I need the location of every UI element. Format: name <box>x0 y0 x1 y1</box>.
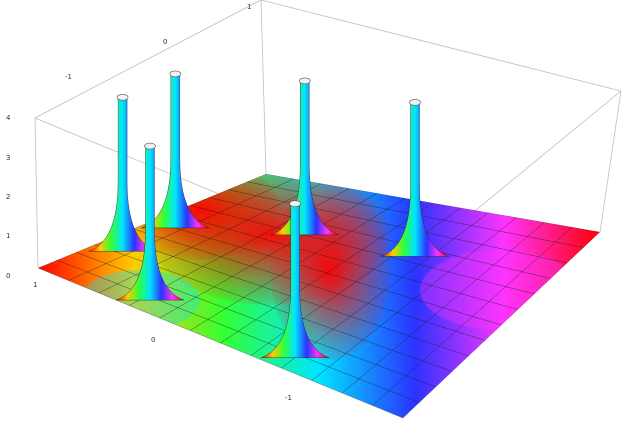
pole-spike <box>141 70 210 229</box>
mesh-line-x <box>265 174 600 233</box>
pole-spike-body <box>141 73 210 229</box>
top-axis-ticks: -1 0 1 <box>65 3 251 81</box>
top-tick-neg1: -1 <box>65 73 72 81</box>
pole-spike-body <box>261 203 330 358</box>
surface-floor <box>38 174 600 418</box>
pole-spike-cap <box>144 142 156 150</box>
front-tick-0: 0 <box>151 336 155 344</box>
pole-spike <box>115 142 185 301</box>
top-tick-0: 0 <box>163 38 167 46</box>
pole-spike-cap <box>409 99 421 106</box>
pole-spike-cap <box>289 200 301 207</box>
z-tick-0: 0 <box>6 272 10 280</box>
mesh-line-y <box>342 222 545 394</box>
pole-spike-cap <box>169 70 182 78</box>
front-tick-neg1: -1 <box>285 394 292 402</box>
front-tick-1: 1 <box>33 281 37 289</box>
pole-spike-cap <box>116 93 129 101</box>
z-tick-2: 2 <box>6 193 10 201</box>
pole-spike-body <box>115 145 185 301</box>
pole-spike <box>261 200 330 358</box>
pole-spike <box>270 77 339 236</box>
pole-spikes <box>88 70 450 358</box>
mesh-line-y <box>372 226 573 406</box>
z-axis-ticks: 4 3 2 1 0 <box>6 114 11 280</box>
front-axis-ticks: 1 0 -1 <box>33 281 292 402</box>
pole-spike <box>88 93 157 252</box>
top-tick-1: 1 <box>247 3 251 11</box>
z-tick-4: 4 <box>6 114 11 122</box>
z-tick-3: 3 <box>6 154 10 162</box>
pole-spike-body <box>88 97 157 252</box>
pole-spike-body <box>380 102 450 257</box>
pole-spike <box>380 99 450 257</box>
pole-spike-body <box>270 80 339 236</box>
z-tick-1: 1 <box>6 232 10 240</box>
pole-spike-cap <box>298 77 311 85</box>
